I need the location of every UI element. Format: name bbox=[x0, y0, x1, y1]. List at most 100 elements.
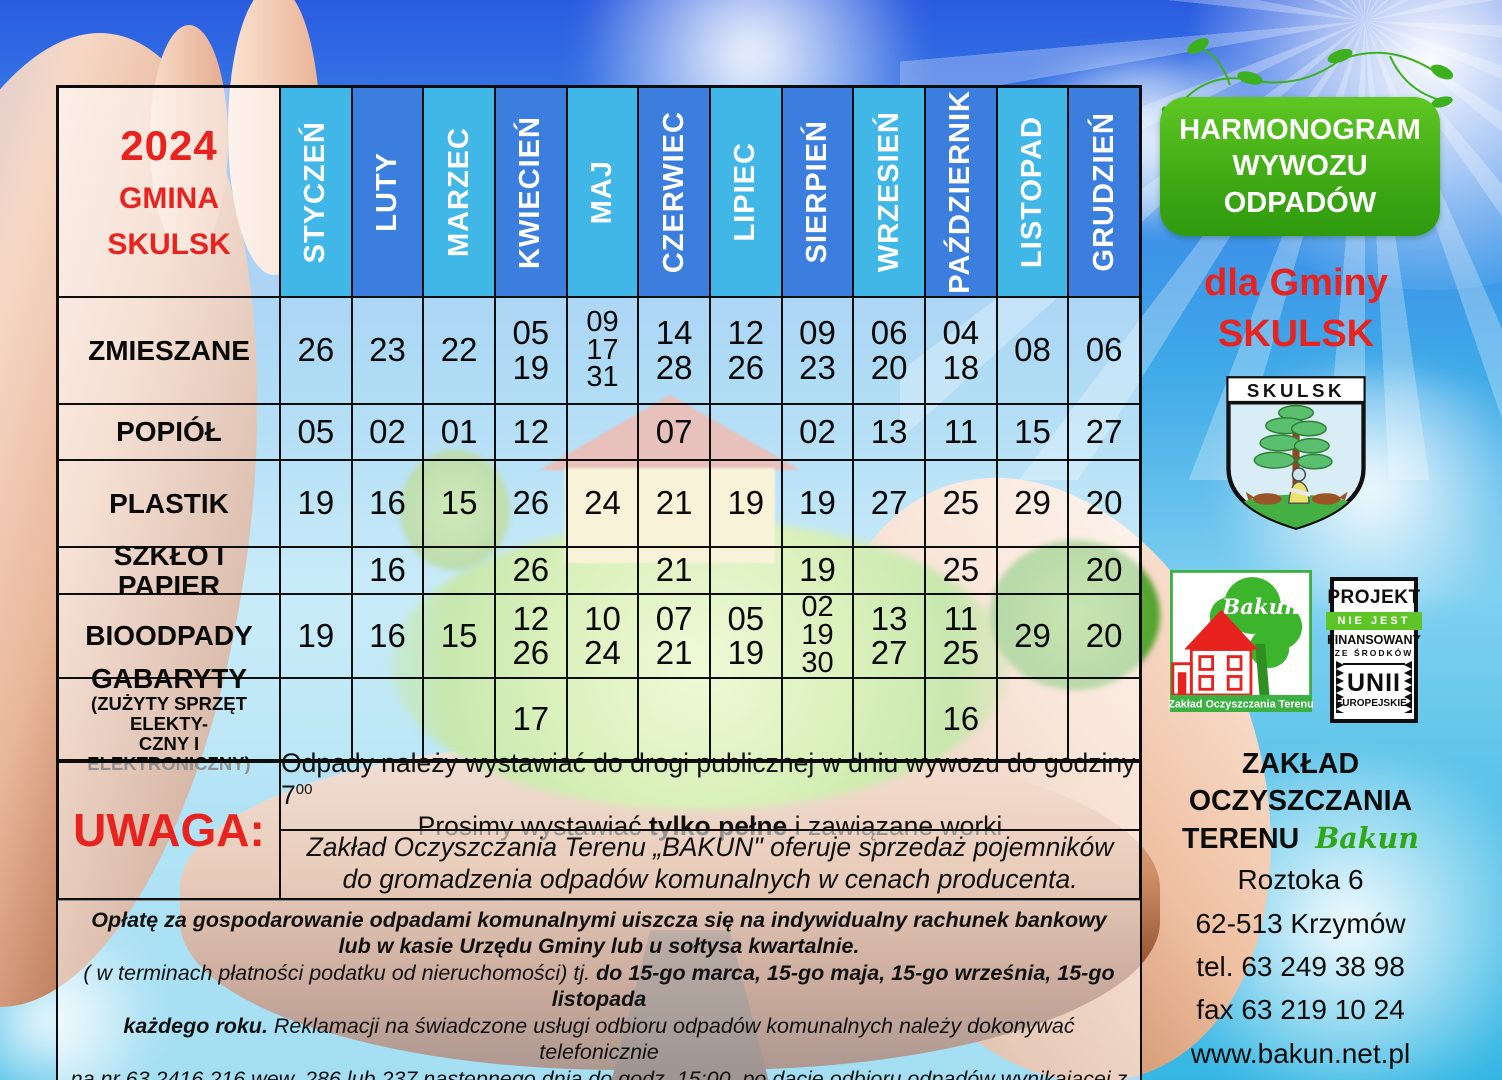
footer-line: lub w kasie Urzędu Gminy lub u sołtysa k… bbox=[338, 934, 860, 959]
month-header-3: MARZEC bbox=[423, 87, 495, 297]
schedule-day-cell: 19 bbox=[280, 460, 352, 547]
zigzag-edge bbox=[1336, 661, 1344, 713]
schedule-day-cell: 24 bbox=[566, 460, 639, 547]
schedule-day-cell bbox=[351, 678, 424, 760]
schedule-day-cell: 06 bbox=[1068, 297, 1140, 404]
row-label: ZMIESZANE bbox=[58, 297, 280, 404]
schedule-day-cell: 13 27 bbox=[853, 594, 925, 678]
schedule-day-cell bbox=[709, 678, 782, 760]
gmina-name: SKULSK bbox=[107, 228, 231, 261]
schedule-day-cell: 12 26 bbox=[494, 594, 567, 678]
schedule-day-cell: 19 bbox=[781, 547, 854, 594]
schedule-day-cell: 15 bbox=[423, 460, 495, 547]
schedule-day-cell: 02 bbox=[781, 404, 854, 460]
schedule-day-cell bbox=[709, 404, 782, 460]
company-name-line1: ZAKŁAD OCZYSZCZANIA bbox=[1188, 748, 1413, 818]
skulsk-coat-of-arms: SKULSK bbox=[1226, 376, 1366, 530]
schedule-day-cell: 12 26 bbox=[709, 297, 782, 404]
schedule-day-cell: 17 bbox=[494, 678, 567, 760]
month-header-12: GRUDZIEŃ bbox=[1068, 87, 1140, 297]
schedule-day-cell bbox=[996, 547, 1069, 594]
address-city: 62-513 Krzymów bbox=[1195, 907, 1406, 939]
svg-text:SKULSK: SKULSK bbox=[1247, 380, 1345, 401]
divider bbox=[1343, 663, 1405, 665]
month-header-10: PAŹDZIERNIK bbox=[924, 87, 997, 297]
schedule-day-cell: 14 28 bbox=[638, 297, 710, 404]
schedule-day-cell: 27 bbox=[853, 460, 925, 547]
schedule-day-cell: 09 23 bbox=[781, 297, 854, 404]
row-label: BIOODPADY bbox=[58, 594, 280, 678]
schedule-day-cell bbox=[566, 678, 639, 760]
schedule-day-cell bbox=[709, 547, 782, 594]
month-header-11: LISTOPAD bbox=[996, 87, 1069, 297]
schedule-day-cell bbox=[638, 678, 710, 760]
schedule-day-cell: 20 bbox=[1068, 460, 1140, 547]
schedule-day-cell: 29 bbox=[996, 594, 1069, 678]
schedule-day-cell bbox=[853, 678, 925, 760]
schedule-day-cell: 04 18 bbox=[924, 297, 997, 404]
schedule-day-cell bbox=[1068, 678, 1140, 760]
badge-line: WYWOZU bbox=[1232, 150, 1368, 183]
schedule-day-cell: 16 bbox=[924, 678, 997, 760]
brand-name: Bakun bbox=[1315, 821, 1419, 856]
schedule-day-cell: 26 bbox=[494, 460, 567, 547]
schedule-day-cell: 16 bbox=[351, 547, 424, 594]
uwaga-label: UWAGA: bbox=[58, 761, 280, 899]
schedule-day-cell: 05 19 bbox=[494, 297, 567, 404]
badge-line: HARMONOGRAM bbox=[1179, 114, 1421, 146]
fax-number: fax 63 219 10 24 bbox=[1196, 994, 1405, 1026]
schedule-day-cell: 05 bbox=[280, 404, 352, 460]
footer-line: każdego roku. Reklamacji na świadczone u… bbox=[123, 1013, 1075, 1065]
schedule-day-cell: 07 21 bbox=[638, 594, 710, 678]
schedule-day-cell: 21 bbox=[638, 547, 710, 594]
schedule-sheet: 2024 GMINA SKULSK STYCZEŃ LUTY MARZEC KWIEC… bbox=[56, 85, 1142, 1080]
year-header-cell: 2024 GMINA SKULSK bbox=[58, 87, 280, 297]
schedule-day-cell: 27 bbox=[1068, 404, 1140, 460]
schedule-day-cell bbox=[996, 678, 1069, 760]
schedule-day-cell: 21 bbox=[638, 460, 710, 547]
month-header-5: MAJ bbox=[566, 87, 639, 297]
schedule-day-cell: 07 bbox=[638, 404, 710, 460]
row-label: POPIÓŁ bbox=[58, 404, 280, 460]
schedule-day-cell: 05 19 bbox=[709, 594, 782, 678]
schedule-day-cell: 10 24 bbox=[566, 594, 639, 678]
month-header-7: LIPIEC bbox=[709, 87, 782, 297]
footer-line: ( w terminach płatności podatku od nieru… bbox=[83, 960, 1115, 1012]
subtitle: dla Gminy SKULSK bbox=[1204, 262, 1388, 356]
schedule-day-cell: 20 bbox=[1068, 547, 1140, 594]
row-label: PLASTIK bbox=[58, 460, 280, 547]
schedule-day-cell: 09 17 31 bbox=[566, 297, 639, 404]
schedule-day-cell: 20 bbox=[1068, 594, 1140, 678]
schedule-day-cell: 13 bbox=[853, 404, 925, 460]
schedule-day-cell bbox=[423, 678, 495, 760]
month-header-9: WRZESIEŃ bbox=[853, 87, 925, 297]
schedule-day-cell: 26 bbox=[280, 297, 352, 404]
schedule-day-cell: 16 bbox=[351, 594, 424, 678]
schedule-day-cell: 06 20 bbox=[853, 297, 925, 404]
uwaga-section: UWAGA: Odpady należy wystawiać do drogi … bbox=[56, 748, 1142, 901]
schedule-day-cell: 19 bbox=[781, 460, 854, 547]
website-url: www.bakun.net.pl bbox=[1190, 1037, 1411, 1069]
schedule-day-cell: 02 bbox=[351, 404, 424, 460]
gmina-label: GMINA bbox=[119, 182, 219, 215]
schedule-day-cell: 01 bbox=[423, 404, 495, 460]
zigzag-edge bbox=[1404, 661, 1412, 713]
schedule-day-cell: 19 bbox=[280, 594, 352, 678]
schedule-day-cell bbox=[853, 547, 925, 594]
schedule-day-cell bbox=[280, 547, 352, 594]
schedule-day-cell: 25 bbox=[924, 460, 997, 547]
schedule-day-cell: 08 bbox=[996, 297, 1069, 404]
schedule-day-cell: 29 bbox=[996, 460, 1069, 547]
badge-line: ODPADÓW bbox=[1223, 186, 1377, 219]
footer-line: Opłatę za gospodarowanie odpadami komuna… bbox=[91, 908, 1107, 932]
schedule-day-cell: 15 bbox=[423, 594, 495, 678]
schedule-day-cell: 15 bbox=[996, 404, 1069, 460]
schedule-day-cell: 02 19 30 bbox=[781, 593, 854, 678]
schedule-day-cell: 16 bbox=[351, 460, 424, 547]
uwaga-note-1: Odpady należy wystawiać do drogi publicz… bbox=[280, 748, 1140, 841]
project-funding-box: PROJEKT NIE JEST FINANSOWANY ZE ŚRODKÓW … bbox=[1326, 577, 1422, 723]
month-header-1: STYCZEŃ bbox=[280, 87, 352, 297]
company-name-line2: TERENU Bakun bbox=[1182, 821, 1419, 856]
month-header-4: KWIECIEŃ bbox=[494, 87, 567, 297]
